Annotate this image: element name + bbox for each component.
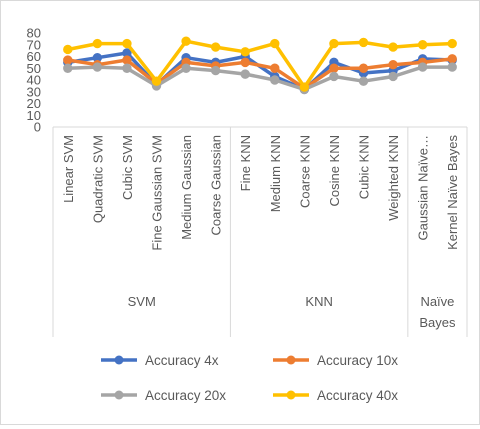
legend-swatch-marker	[286, 355, 296, 365]
data-point	[329, 63, 339, 73]
legend-label: Accuracy 20x	[145, 388, 226, 403]
series-line	[66, 39, 454, 89]
x-tick-labels: Linear SVM Quadratic SVM Cubic SVM Fine Gau…	[61, 135, 460, 251]
data-point	[210, 42, 221, 52]
y-tick-label: 40	[27, 73, 41, 88]
x-tick-label: Fine Gaussian SVM	[150, 135, 165, 251]
data-point	[240, 69, 250, 79]
x-tick-label: Cubic SVM	[120, 135, 135, 200]
data-point	[240, 47, 250, 57]
group-label: Naïve Bayes	[419, 294, 456, 330]
legend-item: Accuracy 20x	[101, 388, 226, 403]
group-label: KNN	[305, 294, 332, 309]
data-point	[210, 65, 221, 76]
x-tick-label: Kernel Naïve Bayes	[445, 135, 460, 250]
x-tick-label: Fine KNN	[238, 135, 253, 191]
x-tick-label: Coarse KNN	[297, 135, 312, 208]
group-label: SVM	[128, 294, 156, 309]
legend: Accuracy 4x Accuracy 10x Accuracy 20x Accur…	[101, 353, 398, 403]
data-point	[270, 38, 280, 49]
data-point	[417, 62, 428, 72]
data-point	[270, 63, 280, 73]
data-point	[299, 82, 310, 92]
y-tick-label: 0	[34, 120, 41, 135]
data-point	[388, 42, 398, 52]
legend-item: Accuracy 4x	[101, 353, 219, 368]
legend-label: Accuracy 10x	[317, 353, 398, 368]
legend-item: Accuracy 10x	[273, 353, 398, 368]
data-point	[181, 63, 191, 73]
legend-label: Accuracy 40x	[317, 388, 398, 403]
x-tick-label: Medium KNN	[268, 135, 283, 212]
data-point	[447, 38, 457, 49]
series-accuracy-4x	[63, 48, 457, 95]
x-tick-label: Coarse Gaussian	[209, 135, 224, 235]
data-point	[447, 62, 457, 72]
data-point	[151, 76, 162, 86]
data-point	[270, 75, 280, 85]
series-line	[66, 57, 454, 90]
data-point	[122, 55, 132, 65]
y-tick-label: 30	[27, 84, 41, 99]
data-point	[122, 63, 132, 73]
x-tick-label: Quadratic SVM	[90, 135, 105, 223]
legend-swatch-marker	[286, 390, 296, 400]
series-line	[66, 65, 454, 92]
legend-swatch-marker	[114, 390, 124, 400]
data-point	[240, 57, 250, 68]
legend-swatch-marker	[114, 355, 124, 365]
series-accuracy-20x	[63, 62, 457, 95]
data-point	[417, 40, 428, 50]
data-point	[63, 44, 73, 55]
x-tick-label: Cubic KNN	[357, 135, 372, 199]
data-point	[358, 63, 369, 73]
data-point	[447, 54, 457, 64]
data-point	[92, 62, 103, 72]
y-tick-label: 10	[27, 108, 41, 123]
legend-item: Accuracy 40x	[273, 388, 398, 403]
series-layer	[63, 36, 457, 95]
data-point	[329, 71, 339, 82]
x-tick-label: Weighted KNN	[386, 135, 401, 221]
y-tick-label: 70	[27, 37, 41, 52]
data-point	[388, 71, 398, 82]
y-tick-label: 60	[27, 49, 41, 64]
data-point	[181, 36, 191, 46]
category-groups: SVM KNN Naïve Bayes	[128, 294, 456, 330]
x-tick-label: Gaussian Naïve…	[416, 135, 431, 241]
x-tick-label: Cosine KNN	[327, 135, 342, 207]
data-point	[122, 38, 132, 49]
data-point	[388, 60, 398, 70]
x-tick-label: Linear SVM	[61, 135, 76, 203]
data-point	[63, 55, 73, 65]
legend-label: Accuracy 4x	[145, 353, 219, 368]
x-tick-label: Medium Gaussian	[179, 135, 194, 240]
data-point	[358, 37, 369, 48]
y-tick-label: 50	[27, 61, 41, 76]
data-point	[63, 63, 73, 73]
data-point	[329, 38, 339, 49]
y-tick-label: 80	[27, 26, 41, 41]
y-tick-label: 20	[27, 96, 41, 111]
data-point	[358, 76, 369, 86]
data-point	[92, 38, 103, 49]
series-accuracy-40x	[63, 36, 457, 92]
